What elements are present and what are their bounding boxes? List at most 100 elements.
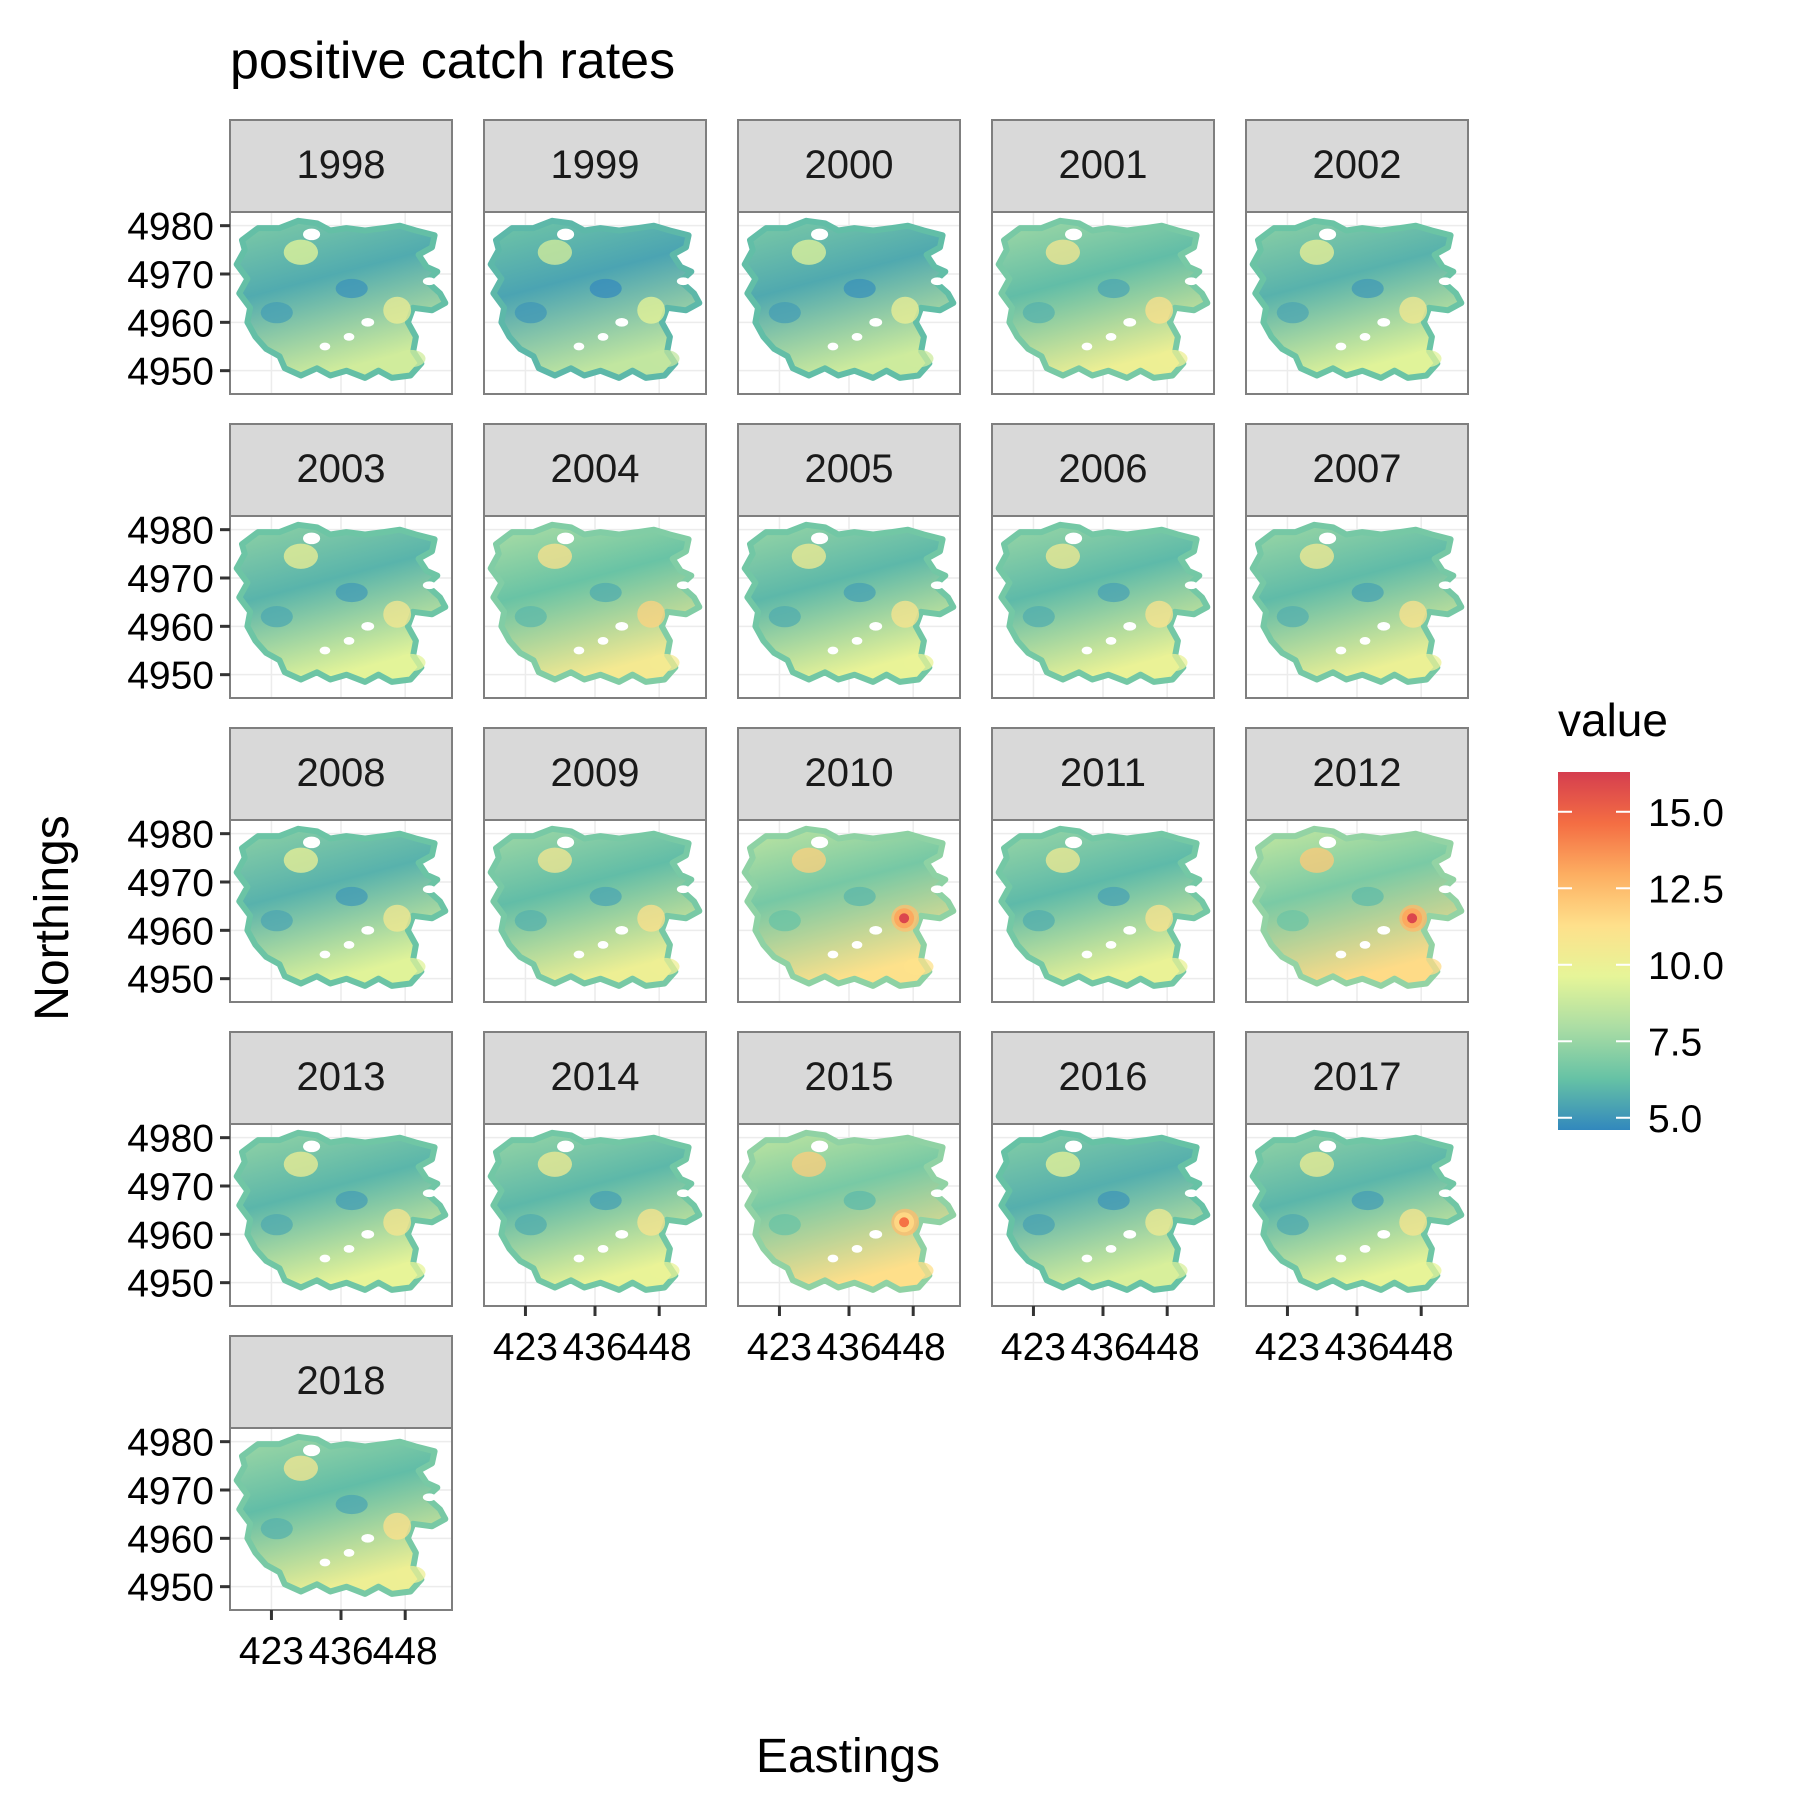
hotspot	[1045, 543, 1080, 569]
data-gap	[343, 1244, 355, 1253]
hotspot	[1299, 847, 1334, 873]
data-gap	[930, 1189, 944, 1198]
hotspot	[283, 1455, 318, 1481]
y-tick-label: 4980	[127, 814, 214, 857]
facet-panel-2004: 2004	[483, 423, 707, 699]
hotspot	[383, 600, 412, 628]
x-tick-label: 448	[373, 1630, 438, 1673]
data-gap	[573, 646, 585, 655]
facet-panel-2005: 2005	[737, 423, 961, 699]
hotspot	[768, 606, 801, 628]
hotspot	[1299, 1151, 1334, 1177]
facet-panel-2003: 2003 4980 4970 4960 4950	[127, 423, 453, 699]
data-gap	[851, 636, 863, 645]
catch-rate-surface	[995, 217, 1211, 381]
hotspot	[649, 1261, 680, 1280]
legend-tick-label: 10.0	[1648, 945, 1724, 988]
x-tick-label: 448	[881, 1326, 946, 1369]
data-gap	[1335, 646, 1347, 655]
data-gap	[557, 836, 575, 849]
hotspot	[791, 543, 826, 569]
hotspot	[1157, 653, 1188, 672]
catch-rate-surface	[741, 825, 957, 989]
hotspot	[537, 847, 572, 873]
data-gap	[422, 1493, 436, 1502]
hotspot	[791, 239, 826, 265]
facet-label: 2000	[805, 143, 894, 187]
data-gap	[1319, 836, 1337, 849]
hotspot	[335, 278, 368, 299]
peak-value	[1407, 913, 1418, 924]
catch-rate-surface	[233, 825, 449, 989]
y-tick-label: 4960	[127, 606, 214, 649]
data-gap	[343, 636, 355, 645]
facet-border	[991, 211, 1215, 395]
facet-panel-2016: 2016 423 436 448	[991, 1031, 1215, 1369]
facet-label: 2013	[297, 1055, 386, 1099]
catch-rate-surface	[487, 521, 703, 685]
hotspot	[891, 296, 920, 324]
hotspot	[1045, 847, 1080, 873]
hotspot	[260, 1518, 293, 1540]
hotspot	[589, 1190, 622, 1211]
facet-label: 2008	[297, 751, 386, 795]
data-gap	[319, 1558, 331, 1567]
hotspot	[791, 847, 826, 873]
data-gap	[361, 1229, 375, 1239]
data-gap	[1377, 925, 1391, 935]
x-tick-label: 448	[1389, 1326, 1454, 1369]
data-gap	[1335, 1254, 1347, 1263]
data-gap	[1335, 342, 1347, 351]
color-legend: value 15.0 12.5 10.0 7.5 5.0	[1558, 694, 1724, 1141]
facet-border	[1245, 819, 1469, 1003]
data-gap	[303, 1140, 321, 1153]
catch-rate-surface	[1249, 1129, 1465, 1293]
data-gap	[1123, 1229, 1137, 1239]
peak-value	[899, 1217, 910, 1228]
hotspot	[395, 349, 426, 368]
facet-label: 2018	[297, 1359, 386, 1403]
data-gap	[1081, 646, 1093, 655]
facet-border	[483, 819, 707, 1003]
facet-label: 2006	[1059, 447, 1148, 491]
hotspot	[1299, 239, 1334, 265]
hotspot	[1411, 1261, 1442, 1280]
hotspot	[1351, 1190, 1384, 1211]
hotspot	[1157, 1261, 1188, 1280]
y-tick-label: 4950	[127, 351, 214, 394]
y-tick-label: 4970	[127, 254, 214, 297]
data-gap	[422, 885, 436, 894]
legend-tick-label: 15.0	[1648, 792, 1724, 835]
data-gap	[827, 950, 839, 959]
facet-strip	[1245, 727, 1469, 821]
data-gap	[303, 1444, 321, 1457]
data-gap	[1377, 317, 1391, 327]
hotspot	[843, 582, 876, 603]
data-gap	[1359, 332, 1371, 341]
data-gap	[827, 1254, 839, 1263]
catch-rate-surface	[233, 521, 449, 685]
facet-label: 2014	[551, 1055, 640, 1099]
x-tick-label: 436	[1324, 1326, 1389, 1369]
facet-label: 2007	[1313, 447, 1402, 491]
x-tick-label: 436	[816, 1326, 881, 1369]
hotspot	[395, 653, 426, 672]
hotspot	[1045, 1151, 1080, 1177]
data-gap	[1105, 636, 1117, 645]
data-gap	[422, 1189, 436, 1198]
data-gap	[869, 925, 883, 935]
facet-panels: 1998 4980 4970 4960 4950 1999 2000 2001 2002 2003…	[127, 119, 1469, 1673]
data-gap	[1105, 332, 1117, 341]
hotspot	[843, 1190, 876, 1211]
hotspot	[637, 1208, 666, 1236]
x-tick-label: 448	[1135, 1326, 1200, 1369]
data-gap	[676, 885, 690, 894]
facet-panel-2018: 2018 4980 4970 4960 4950 423 436 448	[127, 1335, 453, 1673]
y-axis-title: Northings	[26, 815, 79, 1020]
hotspot	[514, 910, 547, 932]
data-gap	[597, 332, 609, 341]
data-gap	[851, 332, 863, 341]
catch-rate-surface	[233, 1129, 449, 1293]
hotspot	[1299, 543, 1334, 569]
facet-border	[1245, 515, 1469, 699]
